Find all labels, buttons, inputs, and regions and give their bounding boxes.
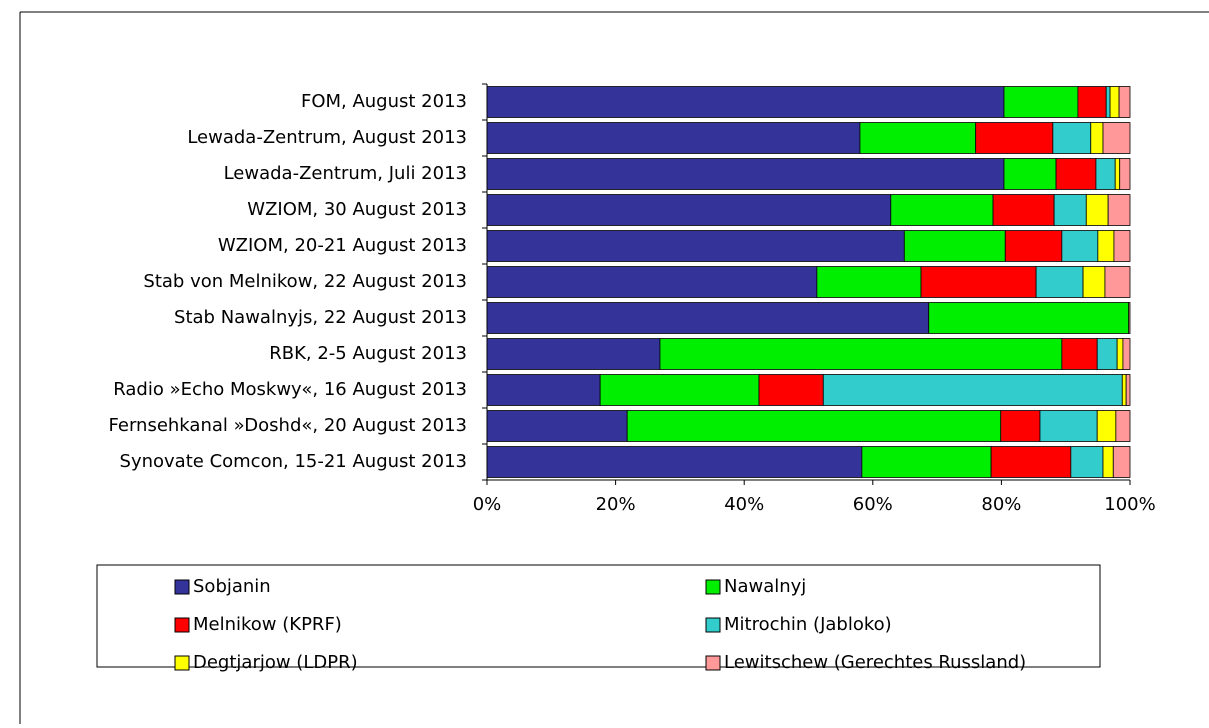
- bar-segment: [975, 122, 1054, 154]
- bar-segment: [1077, 86, 1107, 118]
- bar-segment: [486, 410, 628, 442]
- bar-segment: [1035, 266, 1084, 298]
- bar-segment: [1121, 374, 1127, 406]
- bar-segment: [1114, 158, 1121, 190]
- legend-label: Degtjarjow (LDPR): [193, 652, 358, 673]
- x-tick-label: 60%: [853, 494, 893, 515]
- legend-label: Sobjanin: [193, 576, 271, 597]
- bar-segment: [1116, 338, 1124, 370]
- legend-label: Nawalnyj: [724, 576, 806, 597]
- bar-segment: [486, 230, 905, 262]
- bar-segment: [1115, 410, 1131, 442]
- bar-segment: [1102, 122, 1131, 154]
- legend-label: Lewitschew (Gerechtes Russland): [724, 652, 1026, 673]
- bar-segment: [1090, 122, 1104, 154]
- category-label: WZIOM, 30 August 2013: [247, 199, 467, 220]
- legend-label: Mitrochin (Jabloko): [724, 614, 892, 635]
- bar-segment: [859, 122, 977, 154]
- bar-segment: [816, 266, 922, 298]
- legend-box: [96, 564, 1101, 668]
- legend-swatch: [174, 617, 190, 633]
- bar-segment: [990, 446, 1072, 478]
- category-label: Radio »Echo Moskwy«, 16 August 2013: [113, 379, 467, 400]
- x-tick-label: 100%: [1104, 494, 1155, 515]
- bar-segment: [1052, 122, 1092, 154]
- bar-segment: [486, 158, 1005, 190]
- bar-segment: [1003, 158, 1057, 190]
- bar-segment: [599, 374, 760, 406]
- category-label: WZIOM, 20-21 August 2013: [218, 235, 467, 256]
- bar-segment: [1000, 410, 1041, 442]
- bar-segment: [1053, 194, 1087, 226]
- bar-segment: [1113, 230, 1131, 262]
- bar-segment: [890, 194, 994, 226]
- bar-segment: [1104, 266, 1131, 298]
- bar-segment: [928, 302, 1130, 334]
- bar-segment: [920, 266, 1037, 298]
- bar-segment: [1109, 86, 1120, 118]
- category-label: Synovate Comcon, 15-21 August 2013: [120, 451, 467, 472]
- legend-swatch: [705, 617, 721, 633]
- category-label: Lewada-Zentrum, Juli 2013: [224, 163, 467, 184]
- bar-segment: [1004, 230, 1063, 262]
- bar-segment: [1070, 446, 1104, 478]
- category-label: FOM, August 2013: [301, 91, 467, 112]
- bar-segment: [486, 86, 1005, 118]
- bar-segment: [659, 338, 1063, 370]
- bar-segment: [992, 194, 1055, 226]
- x-tick-label: 40%: [724, 494, 764, 515]
- bar-segment: [626, 410, 1002, 442]
- x-tick-label: 0%: [473, 494, 502, 515]
- bar-segment: [486, 446, 863, 478]
- bar-segment: [1096, 338, 1118, 370]
- bar-segment: [486, 122, 861, 154]
- category-label: RBK, 2-5 August 2013: [269, 343, 467, 364]
- bar-segment: [1039, 410, 1098, 442]
- legend-swatch: [174, 579, 190, 595]
- bar-segment: [861, 446, 992, 478]
- bar-segment: [486, 266, 818, 298]
- bar-segment: [1085, 194, 1109, 226]
- category-label: Stab von Melnikow, 22 August 2013: [143, 271, 467, 292]
- bar-segment: [1097, 230, 1115, 262]
- bar-segment: [1102, 446, 1114, 478]
- bar-segment: [1125, 374, 1131, 406]
- bar-segment: [1096, 410, 1117, 442]
- bar-segment: [758, 374, 824, 406]
- legend-swatch: [174, 655, 190, 671]
- bar-segment: [1105, 86, 1111, 118]
- bar-segment: [822, 374, 1123, 406]
- bar-segment: [1122, 338, 1131, 370]
- bar-segment: [486, 194, 892, 226]
- bar-segment: [1118, 86, 1131, 118]
- bar-segment: [486, 302, 930, 334]
- legend-label: Melnikow (KPRF): [193, 614, 342, 635]
- bar-segment: [1128, 302, 1131, 334]
- category-label: Fernsehkanal »Doshd«, 20 August 2013: [109, 415, 467, 436]
- legend-swatch: [705, 655, 721, 671]
- bar-segment: [1055, 158, 1097, 190]
- bar-segment: [1119, 158, 1131, 190]
- category-label: Stab Nawalnyjs, 22 August 2013: [174, 307, 467, 328]
- bar-segment: [1061, 338, 1098, 370]
- bar-segment: [1112, 446, 1131, 478]
- bar-segment: [486, 374, 601, 406]
- x-tick-label: 80%: [981, 494, 1021, 515]
- bar-segment: [486, 338, 661, 370]
- bar-segment: [1061, 230, 1099, 262]
- frame: [19, 11, 1209, 724]
- bar-segment: [1003, 86, 1079, 118]
- category-label: Lewada-Zentrum, August 2013: [187, 127, 467, 148]
- bar-segment: [903, 230, 1006, 262]
- bar-segment: [1095, 158, 1116, 190]
- x-tick-label: 20%: [596, 494, 636, 515]
- bar-segment: [1107, 194, 1131, 226]
- bar-segment: [1082, 266, 1106, 298]
- legend-swatch: [705, 579, 721, 595]
